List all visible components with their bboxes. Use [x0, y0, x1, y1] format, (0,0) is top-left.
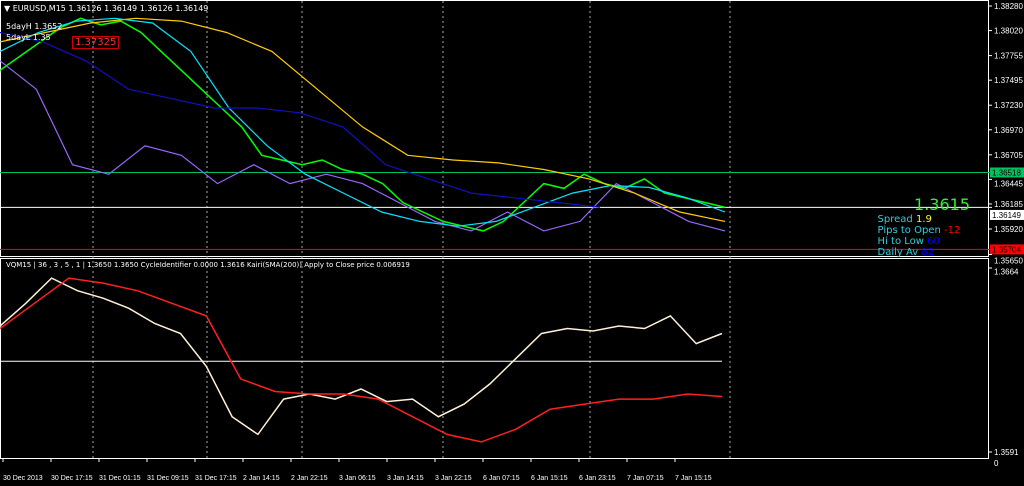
info-label: Hi to Low: [877, 236, 924, 247]
price-tag-label: 1.36518: [992, 168, 1021, 177]
y-tick-label: 1.37755: [994, 52, 1023, 61]
x-tick-label: 6 Jan 23:15: [579, 475, 616, 482]
info-row: Spread 1.9: [878, 214, 970, 225]
x-tick-label: 6 Jan 15:15: [531, 475, 568, 482]
x-tick-label: 2 Jan 14:15: [243, 475, 280, 482]
x-tick-label: 7 Jan 07:15: [627, 475, 664, 482]
info-row: Daily Av 82: [878, 247, 970, 258]
x-tick-label: 31 Dec 01:15: [99, 475, 141, 482]
ohlc-values: 1.36126 1.36149 1.36126 1.36149: [68, 4, 209, 13]
symbol-title: EURUSD,M15: [12, 4, 66, 13]
x-tick-label: 31 Dec 09:15: [147, 475, 189, 482]
price-series-line: [0, 17, 726, 227]
y-tick-label: 1.36185: [994, 200, 1023, 209]
price-tag-label: 1.36149: [992, 211, 1021, 220]
price-series-line: [0, 17, 726, 232]
price-tag: [990, 167, 1024, 178]
price-tag-label: 1.35704: [992, 245, 1021, 254]
price-series-line: [0, 31, 601, 208]
indicator-y-tick-label: 0: [994, 459, 999, 468]
info-value: 82: [921, 247, 935, 258]
y-tick-label: 1.37230: [994, 101, 1023, 110]
info-row: Hi to Low 60: [878, 236, 970, 247]
x-tick-label: 2 Jan 22:15: [291, 475, 328, 482]
price-box-label: 1.37325: [72, 36, 120, 49]
x-tick-label: 3 Jan 22:15: [435, 475, 472, 482]
info-label: Pips to Open: [877, 225, 941, 236]
indicator-header: VQM15 | 36 , 3 , 5 , 1 | 1.3650 1.3650 C…: [6, 261, 410, 269]
price-tag: [990, 209, 1024, 220]
info-label: Spread: [877, 214, 913, 225]
x-tick-label: 3 Jan 14:15: [387, 475, 424, 482]
x-tick-label: 6 Jan 07:15: [483, 475, 520, 482]
info-value: 1.9: [915, 214, 932, 225]
info-value: -12: [944, 225, 961, 236]
info-price: 1.3615: [914, 195, 970, 214]
five-day-low: 5dayL 1.35: [6, 33, 51, 42]
y-tick-label: 1.35920: [994, 225, 1023, 234]
collapse-triangle-icon[interactable]: ▼: [4, 4, 11, 13]
indicator-series-line: [0, 277, 723, 436]
window-title-bar: ▼ EURUSD,M15 1.36126 1.36149 1.36126 1.3…: [4, 4, 208, 13]
y-tick-label: 1.36705: [994, 151, 1023, 160]
price-series-line: [0, 17, 726, 222]
y-tick-label: 1.38280: [994, 2, 1023, 11]
indicator-y-tick-label: 1.3664: [994, 267, 1019, 276]
y-tick-label: 1.35650: [994, 256, 1023, 265]
x-tick-label: 3 Jan 06:15: [339, 475, 376, 482]
indicator-series-line: [0, 277, 723, 443]
price-series-line: [0, 60, 726, 232]
main-panel-frame: [0, 0, 989, 257]
info-row: Pips to Open -12: [878, 225, 970, 236]
indicator-panel-frame: [0, 258, 989, 459]
y-tick-label: 1.36445: [994, 179, 1023, 188]
info-value: 60: [927, 236, 940, 247]
y-tick-label: 1.38020: [994, 27, 1023, 36]
x-tick-label: 7 Jan 15:15: [675, 475, 712, 482]
five-day-high: 5dayH 1.3652: [6, 22, 63, 31]
x-tick-label: 30 Dec 2013: [3, 475, 43, 482]
price-tag: [990, 244, 1024, 255]
y-tick-label: 1.36970: [994, 126, 1023, 135]
y-tick-label: 1.37495: [994, 76, 1023, 85]
info-label: Daily Av: [877, 247, 919, 258]
indicator-y-tick-label: 1.3591: [994, 448, 1019, 457]
x-tick-label: 30 Dec 17:15: [51, 475, 93, 482]
x-tick-label: 31 Dec 17:15: [195, 475, 237, 482]
